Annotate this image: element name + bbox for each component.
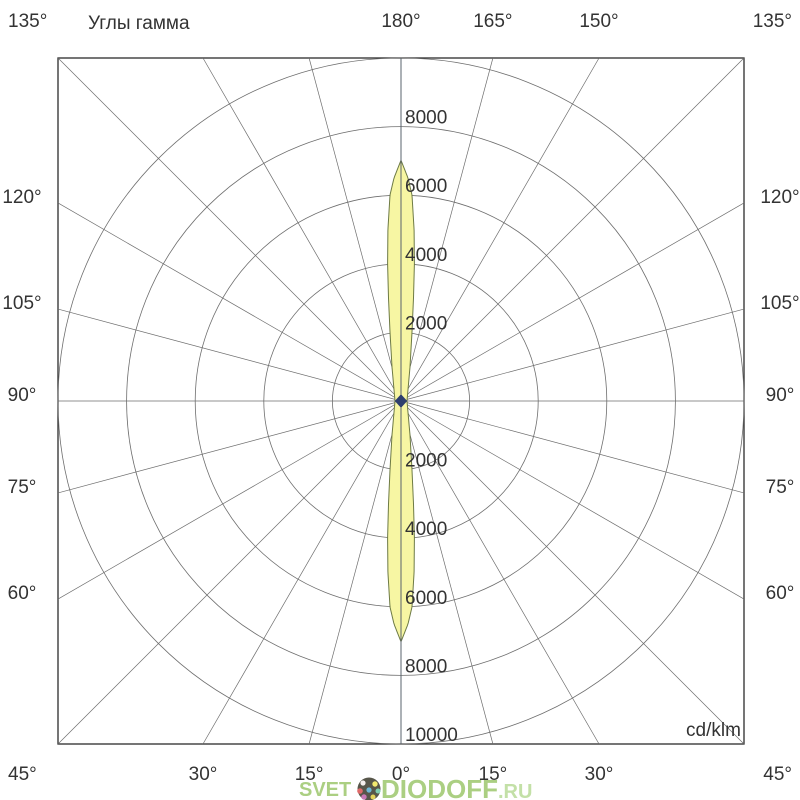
svg-text:10000: 10000 bbox=[405, 725, 458, 746]
svg-text:SVET: SVET bbox=[299, 779, 351, 800]
svg-text:90°: 90° bbox=[8, 385, 37, 406]
svg-text:Углы гамма: Углы гамма bbox=[88, 13, 190, 34]
svg-text:4000: 4000 bbox=[405, 519, 447, 540]
svg-text:8000: 8000 bbox=[405, 656, 447, 677]
svg-text:135°: 135° bbox=[8, 11, 47, 32]
svg-text:105°: 105° bbox=[760, 293, 799, 314]
svg-text:45°: 45° bbox=[8, 764, 37, 785]
svg-text:30°: 30° bbox=[189, 764, 218, 785]
svg-text:2000: 2000 bbox=[405, 313, 447, 334]
svg-text:135°: 135° bbox=[753, 11, 792, 32]
svg-text:75°: 75° bbox=[766, 477, 795, 498]
svg-text:60°: 60° bbox=[766, 583, 795, 604]
svg-text:2000: 2000 bbox=[405, 451, 447, 472]
svg-text:30°: 30° bbox=[585, 764, 614, 785]
svg-text:105°: 105° bbox=[2, 293, 41, 314]
svg-text:8000: 8000 bbox=[405, 108, 447, 129]
svg-text:75°: 75° bbox=[8, 477, 37, 498]
svg-text:6000: 6000 bbox=[405, 176, 447, 197]
svg-text:150°: 150° bbox=[579, 11, 618, 32]
svg-text:120°: 120° bbox=[2, 187, 41, 208]
svg-text:165°: 165° bbox=[473, 11, 512, 32]
svg-text:4000: 4000 bbox=[405, 245, 447, 266]
svg-text:90°: 90° bbox=[766, 385, 795, 406]
svg-text:45°: 45° bbox=[763, 764, 792, 785]
svg-text:6000: 6000 bbox=[405, 588, 447, 609]
svg-text:180°: 180° bbox=[381, 11, 420, 32]
svg-text:cd/klm: cd/klm bbox=[686, 720, 741, 741]
svg-text:.RU: .RU bbox=[498, 781, 532, 800]
svg-text:60°: 60° bbox=[8, 583, 37, 604]
svg-text:DIODOFF: DIODOFF bbox=[381, 774, 498, 800]
svg-text:120°: 120° bbox=[760, 187, 799, 208]
